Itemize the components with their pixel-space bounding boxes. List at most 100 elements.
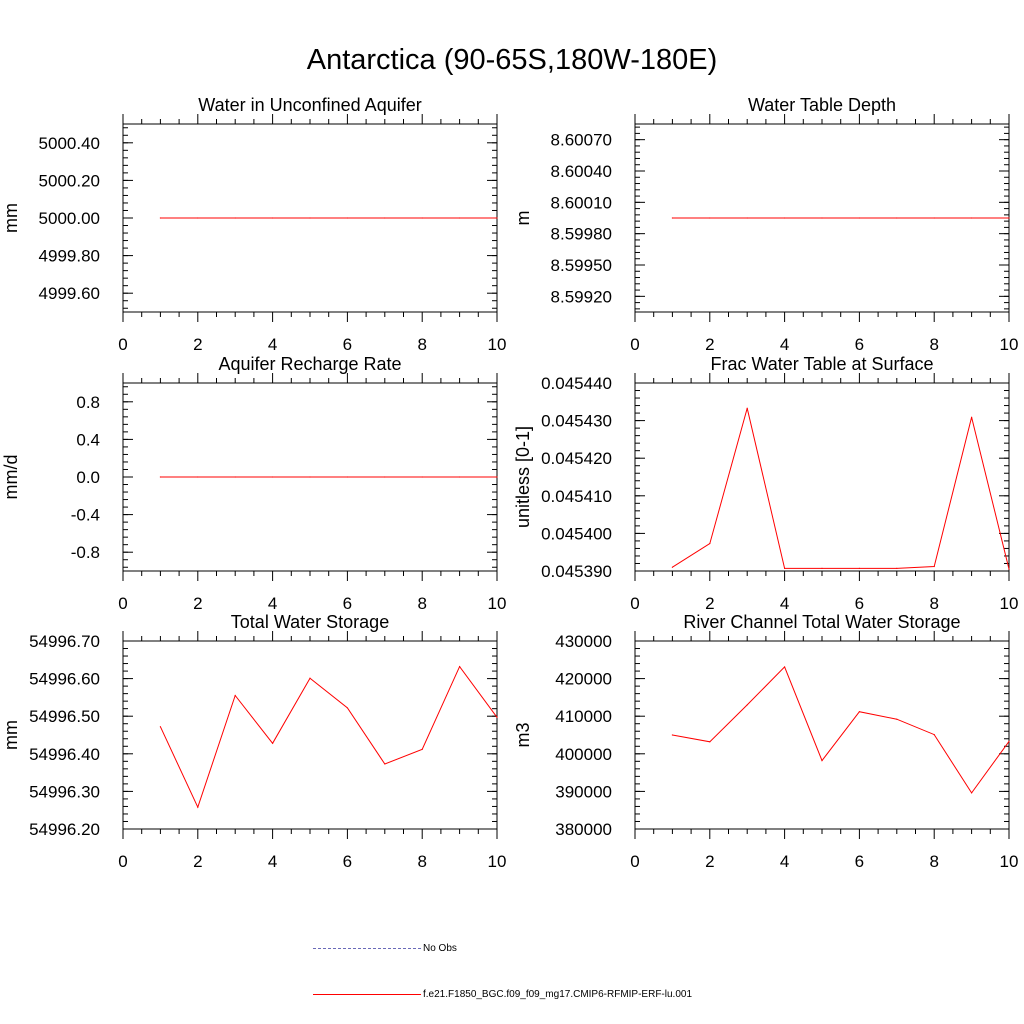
- x-tick-label: 2: [705, 335, 714, 354]
- data-point: [971, 792, 973, 794]
- data-point: [709, 217, 711, 219]
- page-title: Antarctica (90-65S,180W-180E): [306, 44, 718, 76]
- data-point: [459, 217, 461, 219]
- x-tick-label: 8: [417, 594, 426, 613]
- x-tick-label: 0: [630, 335, 639, 354]
- plot-frame: [634, 382, 1010, 572]
- y-tick-label: -0.4: [71, 506, 100, 525]
- x-tick-label: 10: [488, 852, 507, 871]
- x-tick-label: 8: [929, 594, 938, 613]
- data-point: [384, 217, 386, 219]
- data-point: [459, 476, 461, 478]
- x-tick-label: 8: [417, 852, 426, 871]
- x-tick-label: 10: [488, 335, 507, 354]
- data-point: [496, 217, 498, 219]
- y-tick-label: 54996.60: [29, 670, 100, 689]
- data-point: [933, 217, 935, 219]
- y-axis-label: unitless [0-1]: [513, 426, 533, 528]
- chart-panel-6: River Channel Total Water Storage m3 38000…: [513, 612, 1018, 871]
- data-point: [346, 217, 348, 219]
- data-point: [709, 741, 711, 743]
- x-tick-label: 8: [929, 335, 938, 354]
- y-tick-label: 0.045410: [541, 487, 612, 506]
- data-point: [234, 476, 236, 478]
- x-tick-label: 0: [118, 335, 127, 354]
- legend-model-swatch: [313, 994, 421, 995]
- x-tick-label: 6: [855, 852, 864, 871]
- y-tick-label: 390000: [555, 782, 612, 801]
- data-point: [234, 694, 236, 697]
- data-point: [346, 476, 348, 478]
- y-tick-label: 5000.00: [39, 209, 100, 228]
- data-point: [933, 734, 935, 736]
- x-tick-label: 4: [780, 852, 789, 871]
- data-point: [746, 217, 748, 219]
- x-tick-label: 2: [193, 852, 202, 871]
- x-tick-label: 4: [268, 852, 277, 871]
- plot-frame: [634, 640, 1010, 830]
- series-line: [159, 665, 498, 809]
- y-tick-label: 410000: [555, 707, 612, 726]
- chart-panel-3: Aquifer Recharge Rate mm/d -0.8 -0.4 0.0 0.4 0…: [1, 354, 506, 613]
- data-point: [971, 217, 973, 219]
- data-point: [159, 217, 161, 219]
- y-tick-label: 8.60070: [551, 131, 612, 150]
- x-tick-label: 0: [118, 852, 127, 871]
- data-point: [709, 542, 711, 545]
- y-axis-label: mm/d: [1, 455, 21, 500]
- y-axis-label: m: [513, 211, 533, 226]
- x-tick-label: 6: [855, 335, 864, 354]
- y-tick-label: 5000.20: [39, 171, 100, 190]
- y-tick-label: 420000: [555, 670, 612, 689]
- x-tick-label: 10: [1000, 335, 1019, 354]
- y-tick-label: 400000: [555, 745, 612, 764]
- y-tick-label: 8.59980: [551, 225, 612, 244]
- legend-obs-label: No Obs: [423, 943, 457, 954]
- y-tick-label: 4999.80: [39, 247, 100, 266]
- x-tick-label: 4: [780, 594, 789, 613]
- x-tick-label: 6: [343, 594, 352, 613]
- data-point: [421, 748, 423, 750]
- panel-title: Water Table Depth: [748, 95, 896, 115]
- y-tick-label: 0.045390: [541, 562, 612, 581]
- data-point: [384, 763, 386, 765]
- x-tick-label: 4: [780, 335, 789, 354]
- y-tick-label: 0.8: [76, 393, 100, 412]
- x-tick-label: 4: [268, 594, 277, 613]
- data-point: [197, 476, 199, 478]
- x-tick-label: 0: [118, 594, 127, 613]
- data-point: [234, 217, 236, 219]
- x-tick-label: 10: [1000, 852, 1019, 871]
- x-tick-label: 2: [705, 594, 714, 613]
- legend-model: f.e21.F1850_BGC.f09_f09_mg17.CMIP6-RFMIP…: [313, 989, 692, 1000]
- x-tick-label: 2: [193, 594, 202, 613]
- data-point: [197, 217, 199, 219]
- y-tick-label: 5000.40: [39, 134, 100, 153]
- x-tick-label: 8: [417, 335, 426, 354]
- x-tick-label: 2: [193, 335, 202, 354]
- data-point: [421, 476, 423, 478]
- y-tick-label: 0.045440: [541, 374, 612, 393]
- y-tick-label: 380000: [555, 820, 612, 839]
- x-tick-label: 4: [268, 335, 277, 354]
- x-tick-label: 0: [630, 852, 639, 871]
- legend-obs: No Obs: [313, 943, 457, 954]
- data-point: [896, 718, 898, 720]
- data-point: [858, 711, 861, 713]
- x-tick-label: 6: [855, 594, 864, 613]
- data-point: [346, 707, 348, 709]
- x-tick-label: 2: [705, 852, 714, 871]
- y-tick-label: 54996.30: [29, 782, 100, 801]
- y-tick-label: 4999.60: [39, 284, 100, 303]
- data-point: [821, 759, 823, 762]
- y-tick-label: 8.60040: [551, 162, 612, 181]
- x-tick-label: 0: [630, 594, 639, 613]
- data-point: [746, 407, 748, 409]
- y-tick-label: 0.045420: [541, 449, 612, 468]
- data-point: [896, 217, 898, 219]
- plot-frame: [122, 640, 498, 830]
- panel-title: Aquifer Recharge Rate: [218, 354, 401, 374]
- data-point: [821, 567, 823, 569]
- series-line: [672, 666, 1010, 794]
- y-tick-label: 8.60010: [551, 193, 612, 212]
